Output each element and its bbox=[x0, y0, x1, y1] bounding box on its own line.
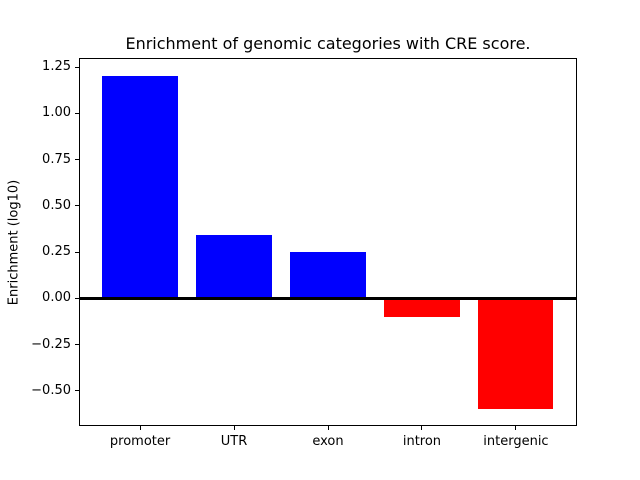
x-axis-tick bbox=[327, 426, 329, 430]
x-axis-tick bbox=[421, 426, 423, 430]
y-axis-tick bbox=[75, 205, 79, 207]
x-axis-tick bbox=[515, 426, 517, 430]
y-tick-label: 0.75 bbox=[42, 151, 71, 167]
bar-exon bbox=[290, 251, 366, 299]
y-tick-label: 1.25 bbox=[42, 59, 71, 75]
x-tick-label-exon: exon bbox=[312, 434, 344, 449]
y-tick-label: 0.00 bbox=[42, 290, 71, 306]
x-tick-label-intergenic: intergenic bbox=[483, 434, 549, 449]
y-axis-tick bbox=[75, 297, 79, 299]
bar-promoter bbox=[102, 75, 178, 299]
y-axis-label: Enrichment (log10) bbox=[6, 179, 22, 306]
y-axis-tick bbox=[75, 344, 79, 346]
bar-intergenic bbox=[478, 298, 554, 409]
y-tick-label: 1.00 bbox=[42, 105, 71, 121]
chart-title: Enrichment of genomic categories with CR… bbox=[125, 34, 531, 53]
x-tick-label-UTR: UTR bbox=[220, 434, 248, 449]
y-tick-label: −0.50 bbox=[31, 382, 71, 398]
y-tick-label: −0.25 bbox=[31, 336, 71, 352]
y-tick-label: 0.50 bbox=[42, 197, 71, 213]
y-axis-tick bbox=[75, 251, 79, 253]
x-axis-tick bbox=[233, 426, 235, 430]
y-axis-tick bbox=[75, 66, 79, 68]
y-tick-label: 0.25 bbox=[42, 244, 71, 260]
bar-intron bbox=[384, 298, 460, 317]
y-axis-tick bbox=[75, 159, 79, 161]
x-tick-label-promoter: promoter bbox=[109, 434, 171, 449]
x-tick-label-intron: intron bbox=[402, 434, 442, 449]
bar-UTR bbox=[196, 234, 272, 299]
y-axis-tick bbox=[75, 112, 79, 114]
zero-line bbox=[79, 296, 577, 300]
x-axis-tick bbox=[139, 426, 141, 430]
y-axis-tick bbox=[75, 390, 79, 392]
